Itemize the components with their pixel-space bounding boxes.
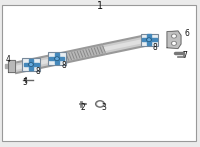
Circle shape [148,39,150,41]
Polygon shape [55,53,59,58]
Text: 8: 8 [153,42,157,51]
Polygon shape [147,41,151,45]
Circle shape [172,42,176,45]
Text: 3: 3 [102,103,106,112]
Text: 8: 8 [36,67,40,76]
Text: 6: 6 [185,29,189,38]
Polygon shape [142,38,148,41]
Polygon shape [8,60,15,72]
Circle shape [55,57,59,60]
Polygon shape [147,34,151,39]
Circle shape [173,35,175,37]
Bar [48,52,66,65]
Text: 8: 8 [62,61,66,71]
Bar [22,58,40,71]
Circle shape [173,42,175,44]
Text: 5: 5 [23,78,27,87]
Text: 7: 7 [183,51,187,60]
Polygon shape [24,63,30,66]
Polygon shape [29,65,33,70]
Polygon shape [5,64,8,68]
Polygon shape [58,57,64,60]
Circle shape [98,102,102,106]
Bar [140,34,158,46]
Circle shape [147,38,151,41]
Polygon shape [167,31,181,49]
Circle shape [30,64,32,65]
Polygon shape [150,38,156,41]
Polygon shape [55,60,59,64]
Polygon shape [32,63,38,66]
Circle shape [56,58,58,60]
Circle shape [29,63,33,66]
Circle shape [172,34,176,38]
Text: 2: 2 [81,103,85,112]
Polygon shape [49,57,56,60]
Circle shape [96,101,104,107]
Polygon shape [29,59,33,64]
Text: 4: 4 [5,55,10,64]
Text: 1: 1 [97,1,103,11]
